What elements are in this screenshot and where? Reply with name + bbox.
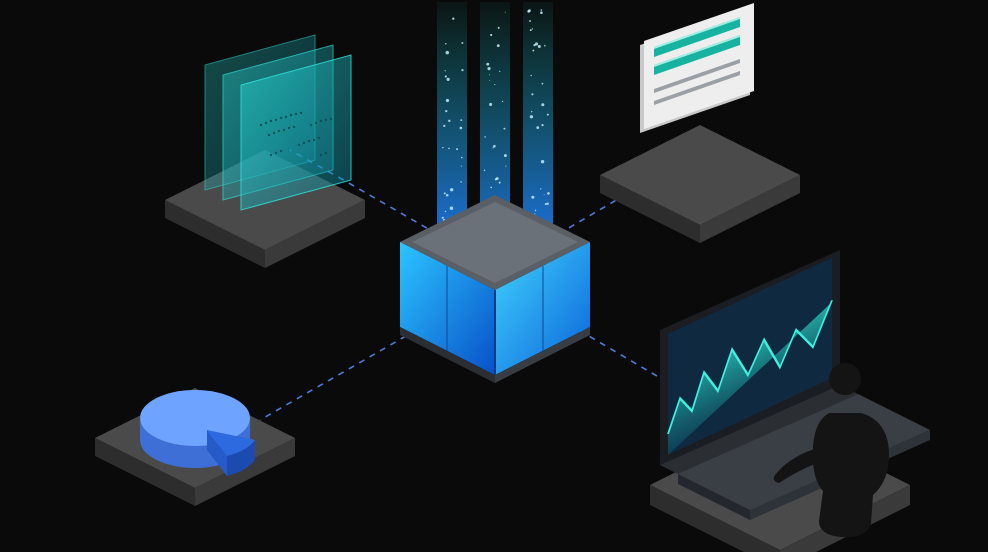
node-world-map: [165, 35, 365, 268]
node-laptop-analytics: [650, 250, 930, 552]
node-pie-chart: [95, 388, 295, 506]
glass-panels: [205, 35, 351, 210]
node-chat-card: [600, 3, 800, 243]
cube: [400, 195, 590, 383]
platform: [600, 125, 800, 243]
isometric-data-diagram: [0, 0, 988, 552]
node-data-cube: [400, 2, 590, 383]
message-card: [640, 3, 754, 133]
